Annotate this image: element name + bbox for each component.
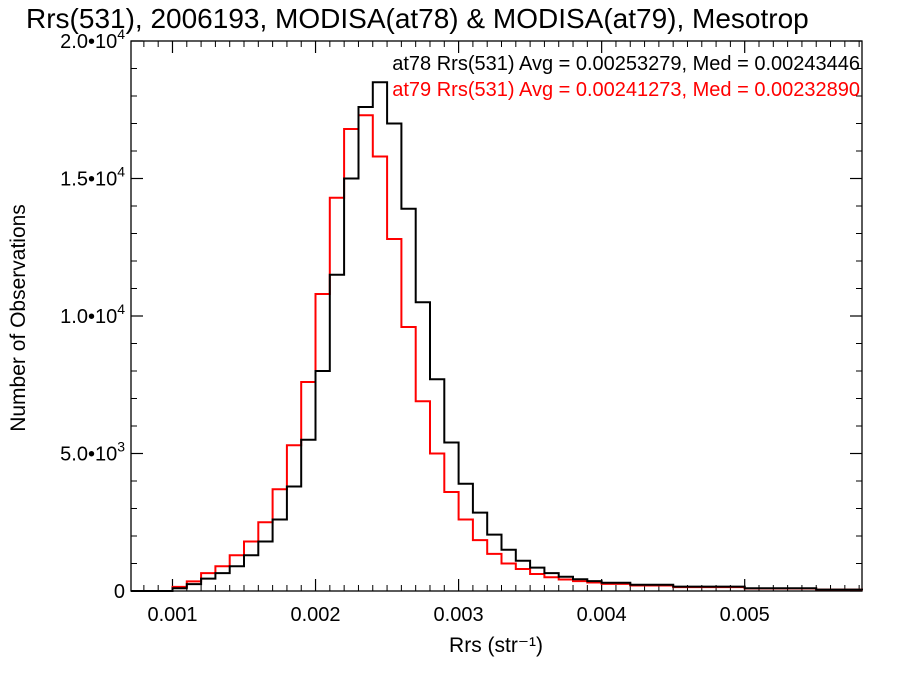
x-tick-label: 0.004 — [577, 604, 627, 626]
x-tick-label: 0.002 — [291, 604, 341, 626]
series-line — [131, 114, 863, 592]
annotation-stats: at78 Rrs(531) Avg = 0.00253279, Med = 0.… — [392, 53, 860, 75]
plot-frame — [130, 40, 863, 592]
y-tick-label: 1.5•104 — [60, 164, 125, 191]
series-layer — [131, 81, 863, 592]
y-axis: 0 5.0•103 1.0•104 1.5•104 2.0•104 — [60, 26, 862, 603]
y-tick-label: 1.0•104 — [60, 301, 125, 328]
annotations: at78 Rrs(531) Avg = 0.00253279, Med = 0.… — [392, 53, 860, 101]
x-tick-label: 0.005 — [720, 604, 770, 626]
annotation-stats: at79 Rrs(531) Avg = 0.00241273, Med = 0.… — [392, 79, 860, 101]
x-axis-label: Rrs (str⁻¹) — [449, 634, 543, 657]
x-tick-label: 0.003 — [434, 604, 484, 626]
x-tick-label: 0.001 — [147, 604, 197, 626]
chart-title: Rrs(531), 2006193, MODISA(at78) & MODISA… — [26, 3, 809, 34]
y-tick-label: 5.0•103 — [60, 439, 125, 466]
series-line — [131, 81, 863, 592]
y-tick-label: 0 — [114, 581, 125, 603]
y-tick-label: 2.0•104 — [60, 26, 125, 53]
plot-border — [130, 40, 863, 592]
y-axis-label: Number of Observations — [7, 204, 30, 432]
